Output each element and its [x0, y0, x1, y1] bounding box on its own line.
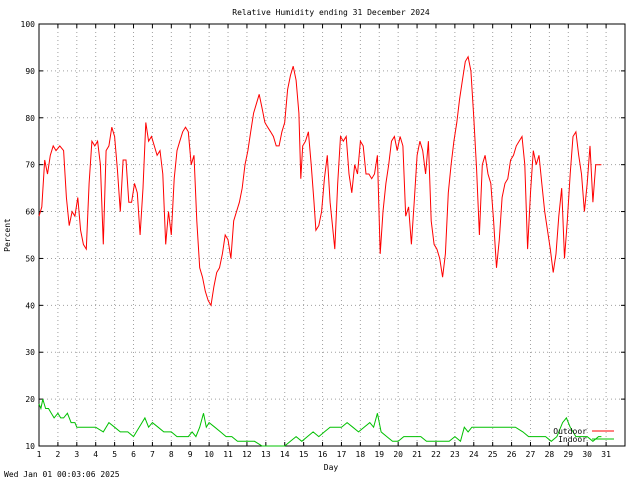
x-tick-label: 19 [374, 450, 384, 459]
series-layer [38, 55, 602, 447]
x-tick-label: 11 [223, 450, 233, 459]
plot-frame [38, 23, 626, 447]
x-tick-label: 26 [507, 450, 517, 459]
x-tick-label: 14 [280, 450, 290, 459]
x-tick-label: 10 [204, 450, 214, 459]
y-tick-label: 20 [25, 395, 35, 404]
x-tick-label: 13 [261, 450, 271, 459]
x-tick-label: 16 [318, 450, 328, 459]
x-tick-label: 30 [582, 450, 592, 459]
x-tick-label: 27 [526, 450, 536, 459]
y-tick-label: 40 [25, 301, 35, 310]
y-tick-label: 90 [25, 67, 35, 76]
x-tick-label: 31 [601, 450, 611, 459]
grid-lines [39, 24, 625, 446]
x-tick-label: 8 [169, 450, 174, 459]
x-tick-label: 23 [450, 450, 460, 459]
x-tick-label: 9 [188, 450, 193, 459]
x-tick-label: 28 [545, 450, 555, 459]
x-tick-label: 25 [488, 450, 498, 459]
x-tick-label: 6 [131, 450, 136, 459]
x-axis-label: Day [324, 463, 339, 472]
y-tick-label: 10 [25, 442, 35, 451]
x-tick-label: 24 [469, 450, 479, 459]
x-tick-label: 7 [150, 450, 155, 459]
x-axis-ticks: 1 2 3 4 5 6 7 8 9 10 11 12 13 14 15 16 17 18 19 20 21 22 23 24 2… [37, 24, 611, 459]
y-tick-label: 70 [25, 161, 35, 170]
x-tick-label: 15 [299, 450, 309, 459]
x-tick-label: 12 [242, 450, 252, 459]
x-tick-label: 4 [93, 450, 98, 459]
y-tick-label: 30 [25, 348, 35, 357]
x-tick-label: 5 [112, 450, 117, 459]
y-tick-label: 50 [25, 254, 35, 263]
x-tick-label: 18 [356, 450, 366, 459]
x-tick-label: 22 [431, 450, 441, 459]
x-tick-label: 1 [37, 450, 42, 459]
x-tick-label: 29 [563, 450, 573, 459]
x-tick-label: 21 [412, 450, 422, 459]
x-tick-label: 2 [55, 450, 60, 459]
y-tick-label: 80 [25, 114, 35, 123]
chart-title: Relative Humidity ending 31 December 202… [232, 8, 430, 17]
y-axis-ticks: 10 20 30 40 50 60 70 80 90 100 [21, 20, 625, 451]
series-line-indoor [38, 398, 602, 447]
legend-label-outdoor: Outdoor [553, 427, 587, 436]
x-tick-label: 20 [393, 450, 403, 459]
series-line-outdoor [38, 55, 602, 307]
timestamp: Wed Jan 01 00:03:06 2025 [4, 470, 120, 479]
x-tick-label: 17 [337, 450, 347, 459]
y-tick-label: 60 [25, 208, 35, 217]
x-tick-label: 3 [74, 450, 79, 459]
y-axis-label: Percent [3, 218, 12, 252]
y-tick-label: 100 [21, 20, 36, 29]
legend-label-indoor: Indoor [558, 435, 587, 444]
